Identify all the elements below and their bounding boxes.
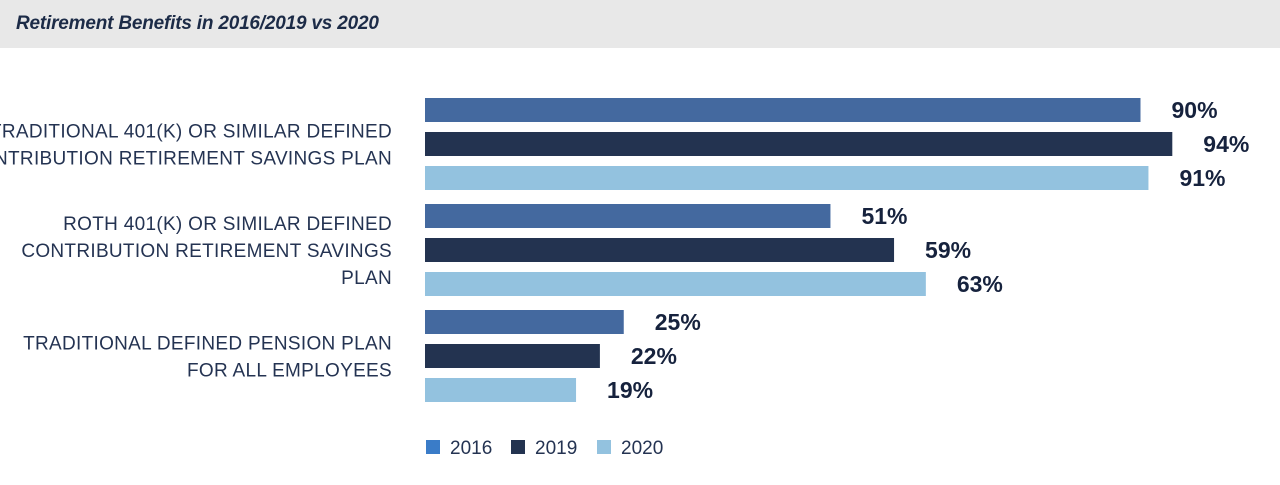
bar-2019-2 (425, 344, 600, 368)
data-label: 25% (655, 309, 701, 335)
legend-swatch-2019 (511, 440, 525, 454)
legend-label-2020: 2020 (621, 438, 663, 459)
legend-label-2016: 2016 (450, 438, 492, 459)
bar-2016-1 (425, 204, 831, 228)
category-label: ROTH 401(K) OR SIMILAR DEFINED (63, 214, 392, 235)
chart-title: Retirement Benefits in 2016/2019 vs 2020 (16, 13, 379, 34)
data-label: 94% (1203, 131, 1249, 157)
legend-swatch-2016 (426, 440, 440, 454)
data-label: 19% (607, 377, 653, 403)
data-label: 63% (957, 271, 1003, 297)
data-label: 90% (1172, 97, 1218, 123)
data-label: 91% (1179, 165, 1225, 191)
bar-2019-1 (425, 238, 895, 262)
title-band: Retirement Benefits in 2016/2019 vs 2020 (0, 0, 1280, 48)
bar-2020-2 (425, 378, 577, 402)
data-label: 59% (925, 237, 971, 263)
category-label: CONTRIBUTION RETIREMENT SAVINGS PLAN (0, 149, 392, 170)
data-label: 51% (861, 203, 907, 229)
category-label: FOR ALL EMPLOYEES (187, 361, 392, 382)
bar-2020-0 (425, 166, 1149, 190)
category-label: TRADITIONAL 401(K) OR SIMILAR DEFINED (0, 122, 392, 143)
category-label: CONTRIBUTION RETIREMENT SAVINGS (21, 241, 392, 262)
legend-swatch-2020 (597, 440, 611, 454)
bar-2016-2 (425, 310, 624, 334)
bar-2016-0 (425, 98, 1141, 122)
data-label: 22% (631, 343, 677, 369)
bar-2019-0 (425, 132, 1173, 156)
category-label: TRADITIONAL DEFINED PENSION PLAN (23, 334, 392, 355)
bar-2020-1 (425, 272, 926, 296)
category-label: PLAN (341, 268, 392, 289)
legend-label-2019: 2019 (535, 438, 577, 459)
